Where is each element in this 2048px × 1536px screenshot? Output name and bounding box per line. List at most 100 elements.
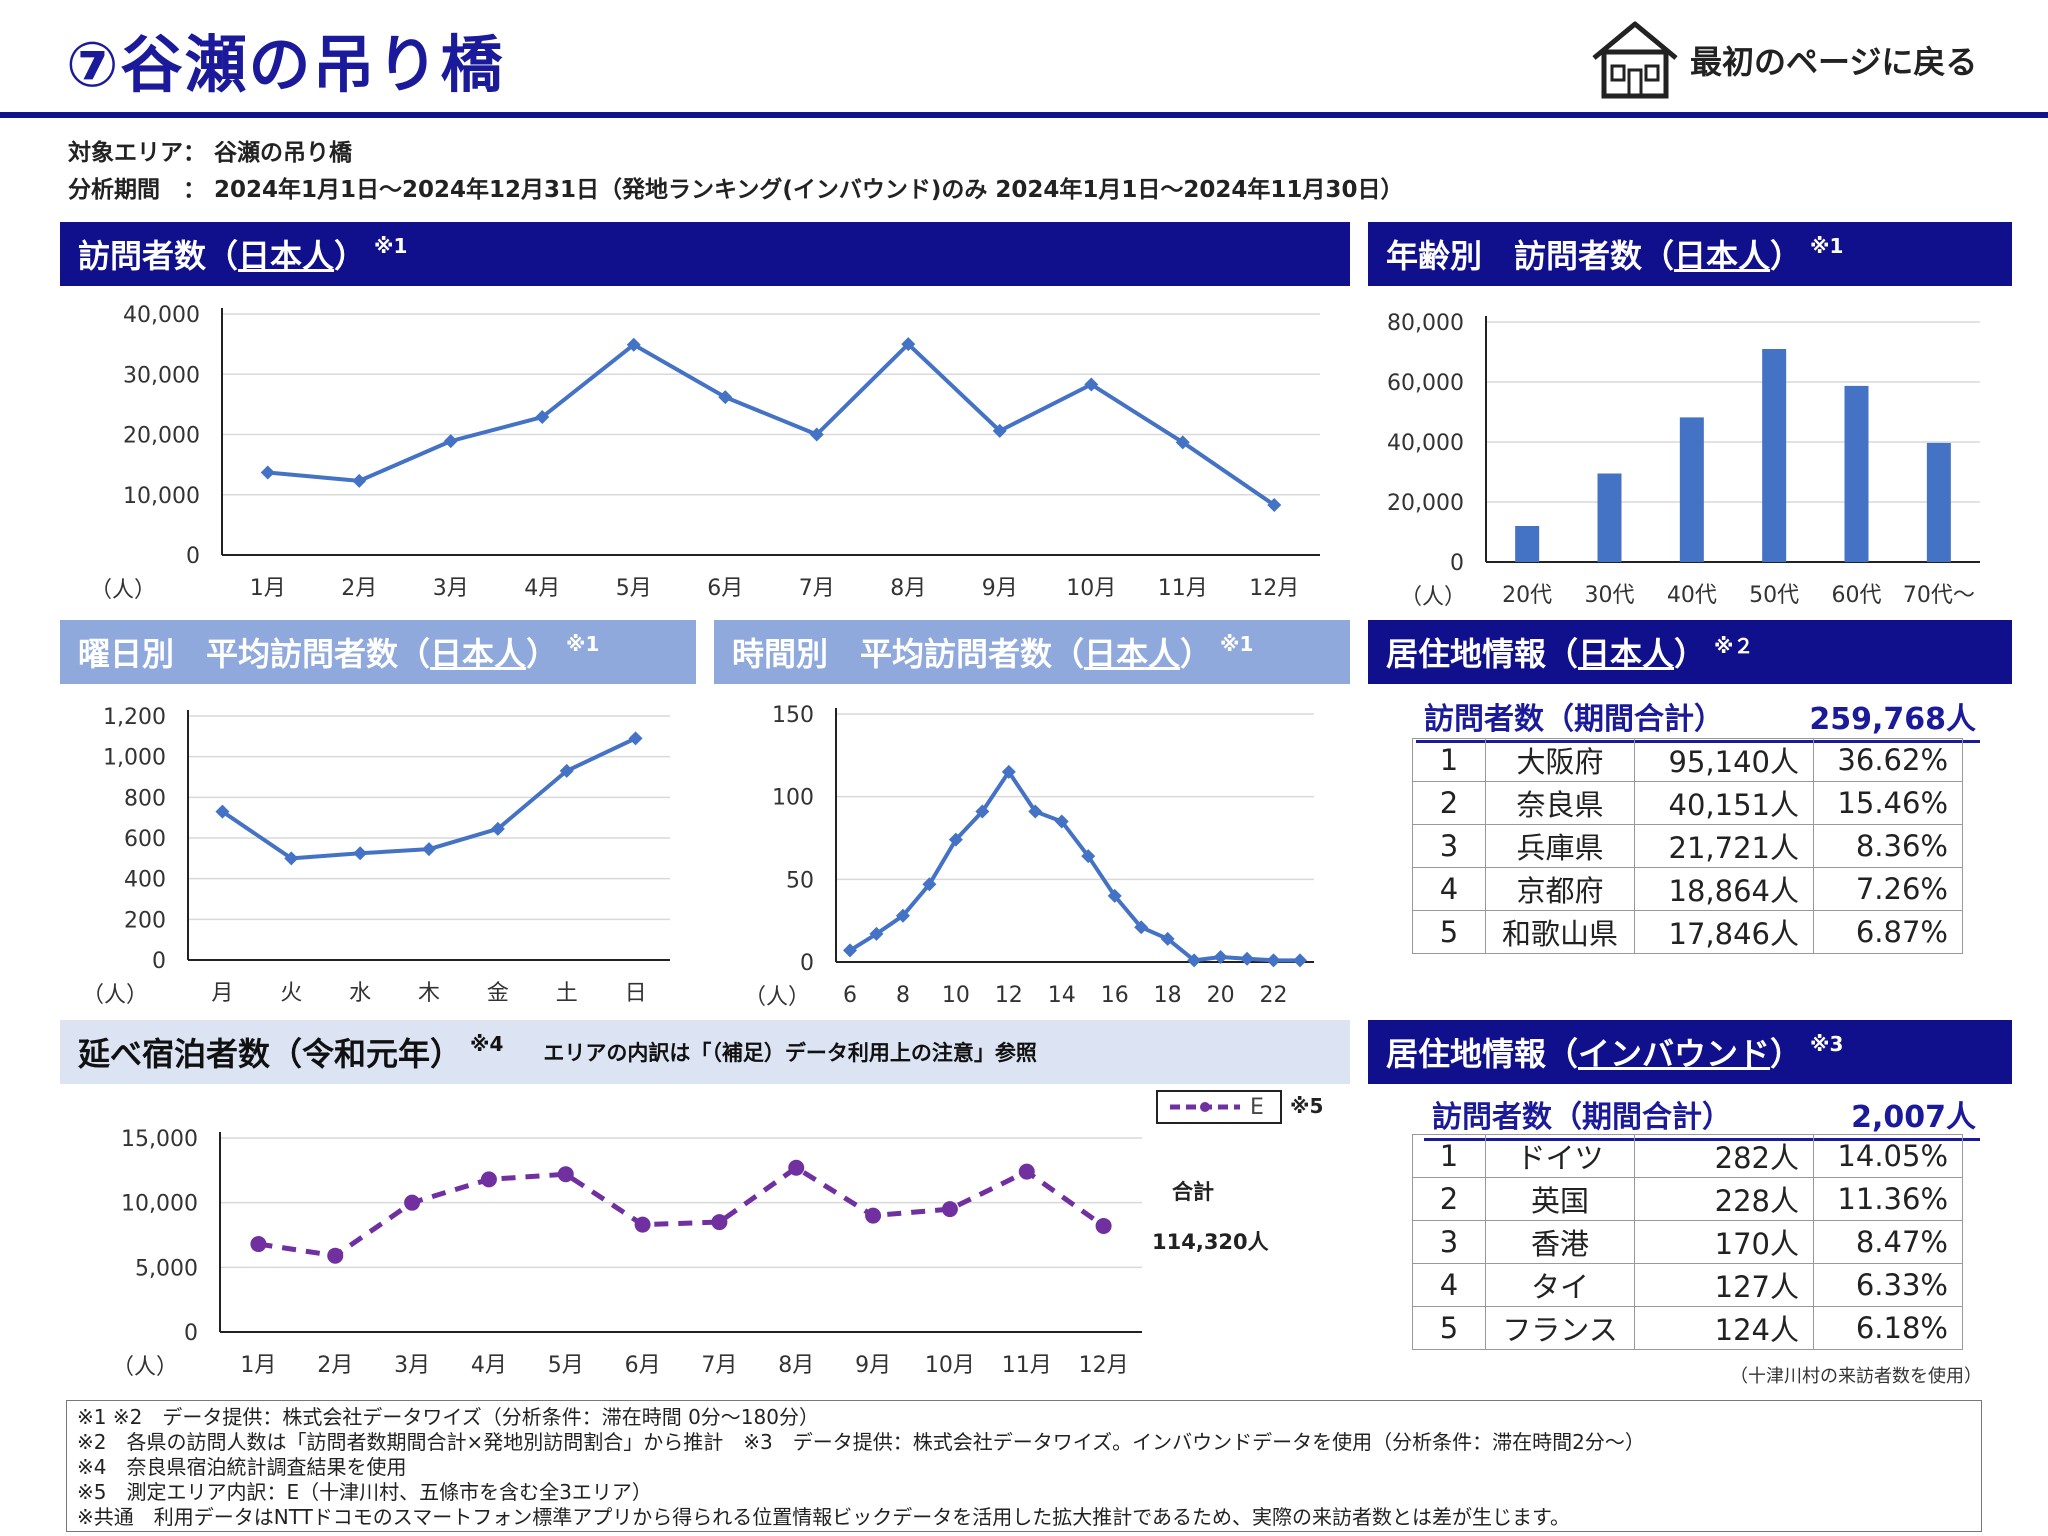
residence-jp-row: 3 兵庫県 21,721人 8.36% — [1412, 824, 1963, 868]
data-point — [628, 731, 643, 746]
bar — [1762, 349, 1787, 562]
data-point — [535, 410, 550, 425]
y-tick-label: 200 — [124, 908, 166, 933]
residence-jp-row: 5 和歌山県 17,846人 6.87% — [1412, 910, 1963, 954]
residence-jp-place: 奈良県 — [1485, 781, 1635, 825]
data-point — [1028, 804, 1043, 819]
bar — [1926, 442, 1951, 562]
data-point — [1054, 814, 1069, 829]
residence-jp-summary: 訪問者数（期間合計） 259,768人 — [1416, 694, 1980, 743]
title-divider — [0, 112, 2048, 118]
x-tick-label: 10 — [942, 983, 970, 1008]
residence-jp-place: 和歌山県 — [1485, 910, 1635, 954]
residence-in-share: 6.18% — [1813, 1306, 1963, 1350]
x-tick-label: 7月 — [701, 1353, 737, 1378]
x-tick-label: 6月 — [625, 1353, 661, 1378]
x-tick-label: 水 — [349, 981, 371, 1006]
residence-in-row: 5 フランス 124人 6.18% — [1412, 1306, 1963, 1350]
data-point — [865, 1207, 882, 1224]
data-point — [559, 763, 574, 778]
data-point — [1266, 953, 1281, 968]
residence-jp-table: 1 大阪府 95,140人 36.62% 2 奈良県 40,151人 15.46% 3 兵庫県 21… — [1412, 738, 1963, 954]
data-point — [215, 804, 230, 819]
x-tick-label: 木 — [418, 981, 440, 1006]
stay-header: 延べ宿泊者数（令和元年） ※4 エリアの内訳は「（補足）データ利用上の注意」参照 — [60, 1020, 1350, 1084]
residence-in-place: ドイツ — [1485, 1134, 1635, 1178]
residence-in-count: 282人 — [1634, 1134, 1814, 1178]
residence-in-place: 香港 — [1485, 1220, 1635, 1264]
data-point — [422, 842, 436, 857]
residence-in-count: 228人 — [1634, 1177, 1814, 1221]
y-tick-label: 40,000 — [123, 303, 200, 328]
x-tick-label: 月 — [211, 981, 233, 1006]
weekday-header: 曜日別 平均訪問者数（ 日本人） ※1 — [60, 620, 696, 684]
residence-jp-count: 21,721人 — [1634, 824, 1814, 868]
series-line — [848, 769, 1300, 963]
residence-in-count: 170人 — [1634, 1220, 1814, 1264]
residence-jp-rank: 2 — [1412, 781, 1486, 825]
data-point — [260, 465, 275, 480]
age-header: 年齢別 訪問者数（ 日本人） ※1 — [1368, 222, 2012, 286]
data-point — [1187, 953, 1202, 968]
series-line — [258, 1165, 1106, 1259]
x-tick-label: 22 — [1260, 983, 1288, 1008]
data-point — [869, 926, 884, 941]
data-point — [1018, 1163, 1035, 1180]
unit-label: （人） — [90, 578, 156, 603]
x-tick-label: 8月 — [890, 576, 926, 601]
y-tick-label: 800 — [124, 786, 166, 811]
residence-jp-summary-value: 259,768人 — [1809, 702, 1976, 737]
x-tick-label: 9月 — [855, 1353, 891, 1378]
data-point — [443, 434, 458, 449]
residence-in-count: 124人 — [1634, 1306, 1814, 1350]
y-tick-label: 1,000 — [103, 746, 166, 771]
y-tick-label: 5,000 — [135, 1256, 198, 1281]
y-tick-label: 20,000 — [1387, 491, 1464, 516]
x-tick-label: 5月 — [548, 1353, 584, 1378]
y-tick-label: 400 — [124, 868, 166, 893]
residence-jp-rank: 5 — [1412, 910, 1486, 954]
footnote-line: ※4 奈良県宿泊統計調査結果を使用 — [77, 1455, 407, 1479]
x-tick-label: 12月 — [1079, 1353, 1129, 1378]
data-point — [1081, 849, 1096, 864]
home-icon — [1592, 21, 1678, 99]
x-tick-label: 2月 — [341, 576, 377, 601]
footnote-line: ※1 ※2 データ提供：株式会社データワイズ（分析条件：滞在時間 0分～180分… — [77, 1405, 819, 1429]
data-point — [718, 390, 733, 405]
residence-in-summary-label: 訪問者数（期間合計） — [1432, 1100, 1732, 1135]
home-link[interactable]: 最初のページに戻る — [1590, 20, 2030, 100]
data-point — [922, 877, 937, 892]
data-point — [1134, 920, 1149, 935]
stay-legend-swatch — [1170, 1102, 1240, 1112]
x-tick-label: 5月 — [616, 576, 652, 601]
residence-jp-share: 36.62% — [1813, 738, 1963, 782]
page-title: ⑦谷瀬の吊り橋 — [66, 28, 505, 101]
residence-in-row: 2 英国 228人 11.36% — [1412, 1177, 1963, 1221]
data-point — [1267, 497, 1282, 512]
residence-jp-count: 95,140人 — [1634, 738, 1814, 782]
age-chart: 0 20,000 40,000 60,000 80,000 （人） 20代 30代 40代 50代… — [1387, 311, 1980, 610]
y-tick-label: 80,000 — [1387, 311, 1464, 336]
data-point — [626, 337, 641, 352]
residence-jp-rank: 4 — [1412, 867, 1486, 911]
footnote-line: ※共通 利用データはNTTドコモのスマートフォン標準アプリから得られる位置情報ビ… — [77, 1505, 1570, 1529]
data-point — [901, 337, 916, 352]
residence-jp-row: 4 京都府 18,864人 7.26% — [1412, 867, 1963, 911]
x-tick-label: 火 — [280, 981, 302, 1006]
residence-jp-place: 京都府 — [1485, 867, 1635, 911]
data-point — [1107, 888, 1122, 903]
data-point — [352, 473, 367, 488]
footnote-line: ※2 各県の訪問人数は「訪問者数期間合計×発地別訪問割合」から推計 ※3 データ… — [77, 1430, 1645, 1454]
x-tick-label: 18 — [1154, 983, 1182, 1008]
x-tick-label: 14 — [1048, 983, 1076, 1008]
x-tick-label: 30代 — [1585, 583, 1635, 608]
x-tick-label: 12 — [995, 983, 1023, 1008]
residence-in-table: 1 ドイツ 282人 14.05% 2 英国 228人 11.36% 3 香港 170人 8.47% 4… — [1412, 1134, 1963, 1350]
residence-in-header: 居住地情報（ インバウンド） ※3 — [1368, 1020, 2012, 1084]
residence-jp-share: 7.26% — [1813, 867, 1963, 911]
data-point — [1001, 764, 1016, 779]
y-tick-label: 10,000 — [121, 1192, 198, 1217]
area-line: 対象エリア： 谷瀬の吊り橋 — [68, 140, 353, 166]
home-link-label[interactable]: 最初のページに戻る — [1690, 43, 1978, 81]
residence-jp-place: 兵庫県 — [1485, 824, 1635, 868]
